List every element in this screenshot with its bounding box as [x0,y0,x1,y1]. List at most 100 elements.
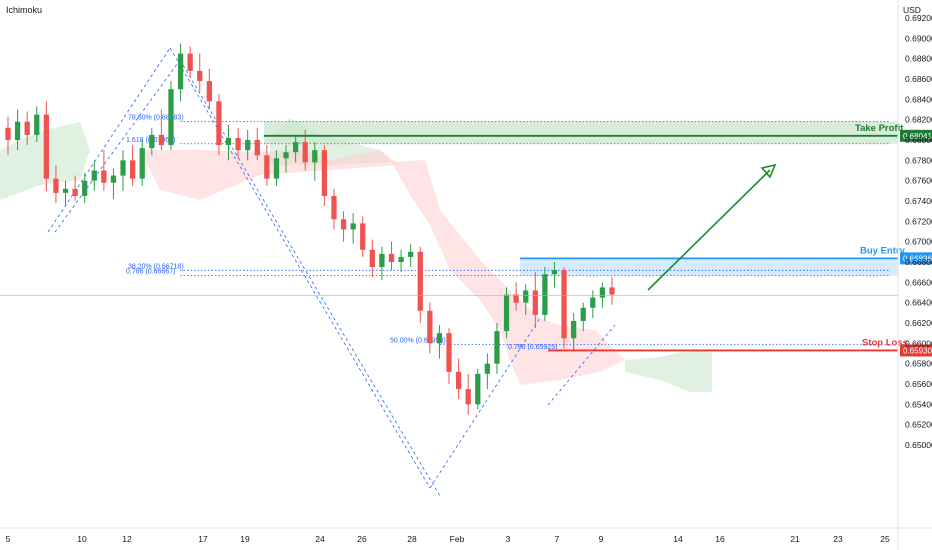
cloud-region [625,350,712,392]
candle-body [264,155,270,179]
candle-body [312,150,318,163]
time-tick-label: 5 [6,534,11,544]
candle-body [379,253,385,268]
candle-body [302,142,308,163]
fib-level-label: 0.786 (0.65925) [508,344,557,351]
time-tick-label: 24 [315,534,325,544]
buy-entry-label: Buy Entry [860,245,906,256]
buy-entry-zone [520,258,898,276]
time-tick-label: 7 [555,534,560,544]
candle-body [494,331,500,364]
candle-body [216,101,222,146]
candle-body [158,134,165,146]
candle-body [91,170,97,181]
take-profit-label: Take Profit [855,123,904,134]
candle-body [120,160,126,176]
stop-loss-price-tag [900,344,932,357]
candle-body [82,180,88,196]
candle-body [34,114,40,135]
fib-level-label: 78.60% (0.68183) [128,114,184,121]
candle-body [254,140,260,156]
take-profit-zone [264,121,898,144]
candle-body [571,320,577,339]
buy-entry-price-tag [900,252,932,265]
candle-body [245,140,251,151]
pattern-leg [169,47,431,489]
candle-body [408,251,414,257]
candle-body [331,195,337,220]
candles [5,43,615,415]
candle-body [542,274,548,315]
candle-body [101,170,107,183]
candle-body [532,290,538,315]
currency-label: USD [903,5,921,15]
time-tick-label: 14 [673,534,683,544]
arrow-head [760,163,777,179]
candle-body [455,371,462,390]
candle-body [436,333,443,344]
time-tick-label: 28 [407,534,417,544]
candle-body [43,114,49,179]
price-tick-label: 0.65000 [905,440,932,450]
candle-body [321,150,328,196]
time-tick-label: 25 [880,534,890,544]
candle-body [484,363,491,374]
candle-body [360,223,366,250]
time-tick-label: 21 [790,534,800,544]
candle-body [72,188,78,196]
candle-body [187,53,193,71]
fib-level-label: 38.20% (0.66718) [128,263,184,270]
candle-body [609,287,615,295]
stop-loss-price-tag-text: 0.65930 [903,346,932,355]
buy-entry-price-tag-text: 0.66836 [903,254,932,263]
candle-body [129,160,136,179]
cloud-region [140,150,400,200]
candle-body [398,256,404,262]
time-tick-label: 9 [599,534,604,544]
candle-body [599,287,606,298]
candle-body [427,310,433,344]
candle-body [465,389,471,405]
candle-body [14,121,21,140]
time-tick-label: 26 [357,534,367,544]
candle-body [206,81,212,102]
candle-body [551,270,558,275]
time-tick-label: 23 [833,534,843,544]
candle-body [177,53,184,90]
take-profit-price-tag [900,129,932,142]
candle-body [197,70,203,82]
candle-body [590,297,596,308]
cloud-region [392,160,625,385]
candle-body [149,134,155,149]
indicator-label[interactable]: Ichimoku [6,5,43,15]
candle-body [369,249,375,268]
pattern-leg [429,317,541,489]
candle-body [273,158,280,179]
fib-level-label: 50.00% (0.65990) [390,337,446,344]
target-arrow [647,169,771,291]
candle-body [513,294,519,303]
candle-body [139,148,145,179]
candle-body [523,290,529,303]
candle-body [580,307,586,321]
take-profit-price-tag-text: 0.68041 [903,132,932,141]
pattern-leg [47,47,171,233]
